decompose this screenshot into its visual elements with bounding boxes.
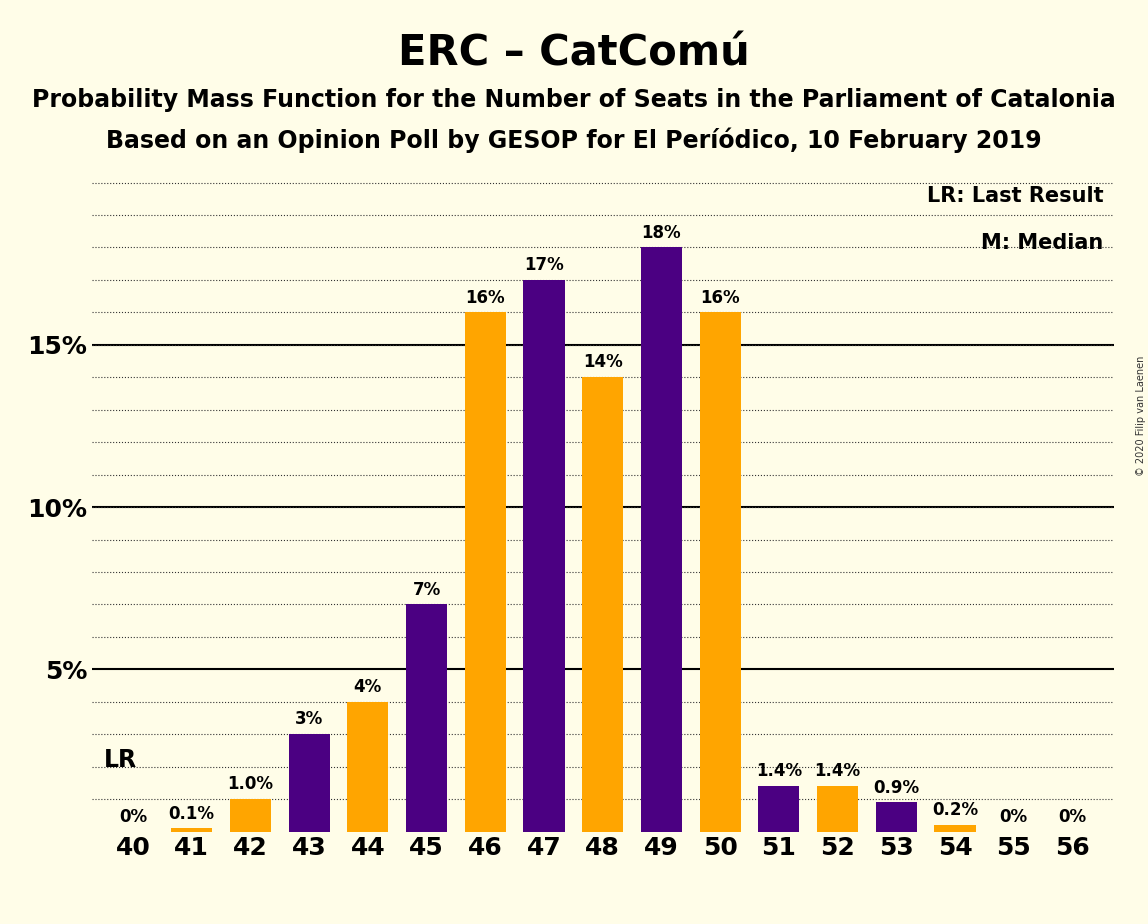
Bar <box>817 786 858 832</box>
Text: 0%: 0% <box>119 808 147 826</box>
Text: 3%: 3% <box>295 711 324 728</box>
Text: 0%: 0% <box>1058 808 1086 826</box>
Text: 1.4%: 1.4% <box>815 762 861 781</box>
Bar <box>934 825 976 832</box>
Bar <box>876 802 917 832</box>
Bar <box>641 248 682 832</box>
Bar <box>347 702 388 832</box>
Text: M: Median: M: Median <box>982 233 1103 253</box>
Text: 18%: 18% <box>642 224 681 241</box>
Text: LR: Last Result: LR: Last Result <box>926 187 1103 206</box>
Bar <box>171 828 212 832</box>
Text: 1.4%: 1.4% <box>755 762 802 781</box>
Text: © 2020 Filip van Laenen: © 2020 Filip van Laenen <box>1135 356 1146 476</box>
Text: 0%: 0% <box>1000 808 1027 826</box>
Bar <box>465 312 506 832</box>
Bar <box>288 735 329 832</box>
Text: 1.0%: 1.0% <box>227 775 273 794</box>
Text: 17%: 17% <box>525 256 564 274</box>
Text: 16%: 16% <box>465 288 505 307</box>
Bar <box>230 799 271 832</box>
Bar <box>759 786 799 832</box>
Text: Based on an Opinion Poll by GESOP for El Períódico, 10 February 2019: Based on an Opinion Poll by GESOP for El… <box>106 128 1042 153</box>
Bar <box>406 604 447 832</box>
Bar <box>699 312 740 832</box>
Text: 7%: 7% <box>412 580 441 599</box>
Text: 16%: 16% <box>700 288 740 307</box>
Text: M: M <box>584 603 621 638</box>
Bar <box>523 280 565 832</box>
Text: 14%: 14% <box>583 353 622 371</box>
Bar <box>582 377 623 832</box>
Text: 4%: 4% <box>354 678 382 696</box>
Text: LR: LR <box>103 748 137 772</box>
Text: 0.9%: 0.9% <box>874 779 920 796</box>
Text: 0.1%: 0.1% <box>169 805 215 822</box>
Text: ERC – CatComú: ERC – CatComú <box>398 32 750 74</box>
Text: 0.2%: 0.2% <box>932 801 978 820</box>
Text: Probability Mass Function for the Number of Seats in the Parliament of Catalonia: Probability Mass Function for the Number… <box>32 88 1116 112</box>
